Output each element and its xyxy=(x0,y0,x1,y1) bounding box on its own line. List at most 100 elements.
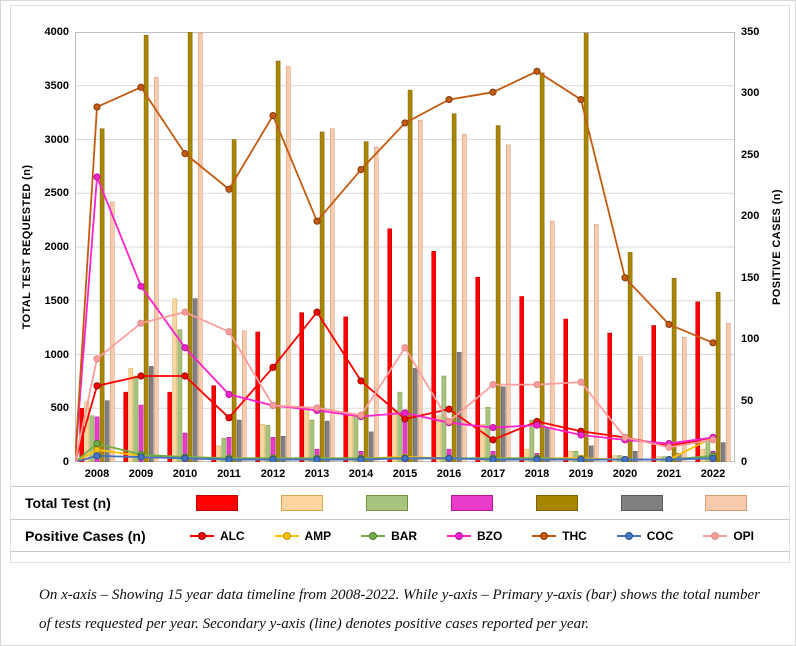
bar-opi-2016 xyxy=(462,133,467,463)
marker-opi-2022 xyxy=(709,436,717,444)
marker-thc-2020 xyxy=(621,274,629,282)
chart-figure: TOTAL TEST REQUESTED (n) POSITIVE CASES … xyxy=(10,5,790,563)
legend-item-alc: ALC xyxy=(189,529,245,543)
marker-alc-2014 xyxy=(357,377,365,385)
legend-title-positive-cases: Positive Cases (n) xyxy=(25,527,146,544)
marker-alc-2010 xyxy=(181,372,189,380)
bar-opi-2012 xyxy=(286,66,291,463)
bar-amp-2012 xyxy=(260,424,266,463)
marker-opi-2014 xyxy=(357,411,365,419)
bar-coc-2009 xyxy=(148,366,154,463)
y-left-tick-2500: 2500 xyxy=(44,187,69,200)
bar-coc-2016 xyxy=(456,352,462,463)
x-tick-2016: 2016 xyxy=(436,468,462,480)
chart-canvas xyxy=(71,31,735,466)
bar-alc-2022 xyxy=(695,301,701,463)
marker-opi-2015 xyxy=(401,344,409,352)
marker-opi-2013 xyxy=(313,404,321,412)
bar-opi-2015 xyxy=(418,119,423,463)
bar-amp-2014 xyxy=(348,415,354,463)
bar-amp-2009 xyxy=(128,368,134,463)
bar-thc-2014 xyxy=(363,141,369,463)
legend-dot xyxy=(454,531,463,540)
legend: Total Test (n) Positive Cases (n) ALC AMP… xyxy=(11,486,789,552)
y-right-tick-50: 50 xyxy=(741,394,754,407)
bar-amp-2016 xyxy=(436,415,442,463)
marker-coc-2022 xyxy=(709,454,717,462)
bar-opi-2020 xyxy=(638,356,643,463)
coc-marker-icon xyxy=(616,531,641,540)
legend-label-coc: COC xyxy=(646,528,674,543)
marker-opi-2009 xyxy=(137,319,145,327)
bar-alc-2019 xyxy=(563,318,568,463)
marker-bzo-2009 xyxy=(137,282,145,290)
marker-bzo-2008 xyxy=(93,173,101,181)
y-right-tick-100: 100 xyxy=(741,333,760,346)
bar-alc-2010 xyxy=(167,391,173,463)
legend-line-items: ALC AMP BAR BZO THC COC OPI xyxy=(175,529,769,543)
marker-coc-2012 xyxy=(269,455,277,464)
marker-coc-2021 xyxy=(665,455,673,464)
marker-opi-2017 xyxy=(489,381,497,389)
bar-alc-2012 xyxy=(255,331,260,463)
x-tick-2017: 2017 xyxy=(480,468,506,480)
bar-coc-2013 xyxy=(324,420,330,463)
bar-amp-2022 xyxy=(700,448,706,463)
marker-alc-2008 xyxy=(93,382,101,390)
legend-item-bzo: BZO xyxy=(446,529,502,543)
y-left-tick-1500: 1500 xyxy=(44,294,69,307)
bar-thc-2008 xyxy=(99,128,105,463)
legend-title-total-test: Total Test (n) xyxy=(25,495,111,511)
marker-coc-2016 xyxy=(445,454,453,462)
line-thc xyxy=(74,70,714,463)
marker-bzo-2018 xyxy=(533,421,541,429)
bzo-marker-icon xyxy=(446,531,471,540)
marker-opi-2018 xyxy=(533,381,541,389)
legend-row-bars: Total Test (n) xyxy=(11,486,789,519)
marker-bzo-2019 xyxy=(577,431,585,439)
x-tick-2021: 2021 xyxy=(656,468,682,480)
marker-thc-2011 xyxy=(225,185,233,193)
right-axis-title: POSITIVE CASES (n) xyxy=(771,189,783,305)
legend-dot xyxy=(197,531,206,540)
bar-coc-2022 xyxy=(720,442,726,463)
marker-opi-2016 xyxy=(445,417,453,426)
x-tick-2018: 2018 xyxy=(524,468,550,480)
bar-alc-2014 xyxy=(343,316,348,463)
bar-opi-2008 xyxy=(110,201,115,463)
bar-bar-2012 xyxy=(265,425,271,463)
amp-marker-icon xyxy=(274,531,299,540)
bar-alc-2015 xyxy=(387,228,392,463)
legend-item-coc: COC xyxy=(616,528,674,543)
bar-thc-2017 xyxy=(495,125,501,463)
opi-marker-icon xyxy=(703,531,728,540)
marker-amp-2008 xyxy=(93,446,101,454)
legend-dot xyxy=(369,531,378,540)
thc-marker-icon xyxy=(532,531,557,540)
bar-coc-2011 xyxy=(236,419,242,463)
marker-bar-2008 xyxy=(93,439,101,448)
marker-thc-2016 xyxy=(445,95,453,104)
marker-coc-2008 xyxy=(93,452,101,460)
y-left-tick-500: 500 xyxy=(50,402,69,415)
marker-thc-2017 xyxy=(489,88,497,96)
marker-thc-2008 xyxy=(93,103,101,111)
bar-thc-2013 xyxy=(319,131,325,463)
legend-label-bar: BAR xyxy=(391,528,418,543)
bar-opi-2017 xyxy=(506,144,511,463)
legend-item-opi: OPI xyxy=(703,529,754,543)
bar-opi-2011 xyxy=(242,330,247,463)
marker-alc-2009 xyxy=(137,372,145,380)
legend-swatch-coc xyxy=(620,495,663,511)
bar-bar-2008 xyxy=(89,415,95,463)
marker-thc-2009 xyxy=(137,83,145,91)
line-coc xyxy=(74,454,714,463)
marker-bzo-2011 xyxy=(225,390,233,399)
marker-bzo-2015 xyxy=(401,409,409,417)
bar-thc-2018 xyxy=(539,72,545,463)
legend-swatch-alc xyxy=(196,495,239,511)
bar-amp-2017 xyxy=(480,424,486,463)
bar-bar-2014 xyxy=(353,415,359,463)
legend-dot xyxy=(711,531,720,540)
bar-opi-2022 xyxy=(726,323,731,463)
